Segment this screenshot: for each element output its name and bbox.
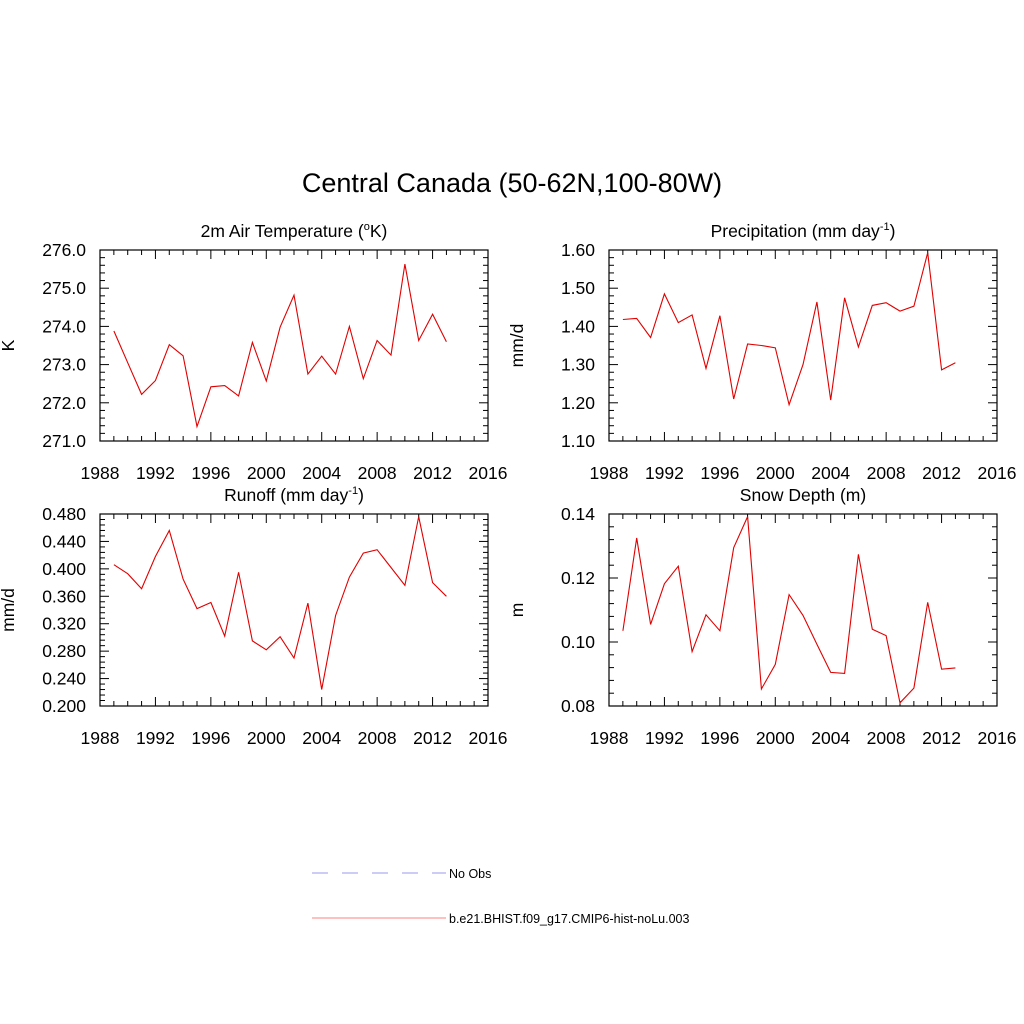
panel-title-end: ) [358, 485, 364, 505]
panel-title-main: Snow Depth (m) [740, 485, 866, 505]
y-tick-label: 0.280 [42, 641, 86, 661]
legend: No Obs b.e21.BHIST.f09_g17.CMIP6-hist-noL… [312, 867, 689, 926]
y-tick-label: 275.0 [42, 278, 86, 298]
x-tick-label: 1988 [590, 728, 629, 748]
y-tick-label: 1.20 [561, 393, 595, 413]
x-tick-label: 2008 [867, 463, 906, 483]
plot-frame [608, 513, 998, 707]
panel-title-main: Precipitation (mm day [711, 221, 880, 241]
panel-title: 2m Air Temperature (oK) [201, 221, 388, 241]
x-tick-label: 2004 [811, 463, 850, 483]
series-line [113, 516, 447, 690]
y-tick-label: 274.0 [42, 316, 86, 336]
figure-title: Central Canada (50-62N,100-80W) [301, 168, 723, 198]
panel-title-end: ) [890, 221, 896, 241]
panel-title-superscript: -1 [880, 221, 890, 233]
series-line [622, 252, 956, 407]
y-tick-label: 276.0 [42, 240, 86, 260]
y-tick-label: 272.0 [42, 393, 86, 413]
x-tick-label: 2000 [247, 728, 286, 748]
x-tick-label: 1996 [700, 728, 739, 748]
y-tick-label: 0.360 [42, 586, 86, 606]
x-tick-label: 1996 [700, 463, 739, 483]
x-tick-label: 1992 [136, 728, 175, 748]
x-tick-label: 2012 [922, 728, 961, 748]
panel-title: Runoff (mm day-1) [224, 485, 364, 505]
y-axis-label: K [0, 339, 18, 351]
y-tick-label: 0.10 [561, 632, 595, 652]
x-tick-label: 2016 [978, 463, 1017, 483]
panel-title-main: Runoff (mm day [224, 485, 348, 505]
y-tick-label: 1.30 [561, 355, 595, 375]
legend-label: b.e21.BHIST.f09_g17.CMIP6-hist-noLu.003 [449, 912, 689, 926]
x-tick-label: 2012 [922, 463, 961, 483]
x-tick-label: 2000 [247, 463, 286, 483]
panel-title-superscript: -1 [348, 485, 358, 497]
panel-4: Snow Depth (m) m 1988 1992 1996 2000 2004 2008 2… [507, 485, 1016, 748]
x-tick-label: 1992 [645, 728, 684, 748]
legend-label: No Obs [449, 867, 491, 881]
y-tick-label: 1.10 [561, 431, 595, 451]
x-tick-label: 1988 [81, 728, 120, 748]
y-tick-label: 1.50 [561, 278, 595, 298]
x-tick-label: 2012 [413, 463, 452, 483]
y-axis-label: mm/d [507, 324, 527, 368]
y-tick-label: 0.240 [42, 669, 86, 689]
panel-2: Precipitation (mm day-1) mm/d 1988 1992 1996… [507, 221, 1016, 483]
y-tick-label: 273.0 [42, 355, 86, 375]
panel-1: 2m Air Temperature (oK) K 1988 1992 1996 2000… [0, 221, 507, 483]
y-tick-label: 0.14 [561, 504, 595, 524]
y-tick-label: 1.60 [561, 240, 595, 260]
y-tick-label: 0.08 [561, 696, 595, 716]
x-tick-label: 1988 [590, 463, 629, 483]
x-tick-label: 2000 [756, 728, 795, 748]
y-tick-label: 1.40 [561, 316, 595, 336]
y-tick-label: 0.400 [42, 559, 86, 579]
x-tick-label: 2016 [469, 728, 508, 748]
y-tick-label: 271.0 [42, 431, 86, 451]
panel-3: Runoff (mm day-1) mm/d 1988 1992 1996 2000 200… [0, 485, 507, 748]
x-tick-label: 2016 [469, 463, 508, 483]
panel-title: Snow Depth (m) [740, 485, 866, 505]
x-tick-label: 2004 [302, 463, 341, 483]
panel-title-superscript: o [364, 221, 370, 233]
x-tick-label: 2008 [867, 728, 906, 748]
x-tick-label: 2004 [302, 728, 341, 748]
plot-frame [99, 513, 489, 707]
x-tick-label: 1988 [81, 463, 120, 483]
x-tick-label: 2000 [756, 463, 795, 483]
panel-title-end: K) [370, 221, 388, 241]
plot-frame [99, 249, 489, 442]
x-tick-label: 2004 [811, 728, 850, 748]
y-tick-label: 0.12 [561, 568, 595, 588]
y-axis-label: m [507, 603, 527, 618]
x-tick-label: 1992 [645, 463, 684, 483]
y-tick-label: 0.440 [42, 531, 86, 551]
panel-title-main: 2m Air Temperature ( [201, 221, 364, 241]
x-tick-label: 1996 [191, 463, 230, 483]
series-line [622, 516, 956, 704]
y-axis-label: mm/d [0, 588, 18, 632]
y-tick-label: 0.320 [42, 614, 86, 634]
x-tick-label: 2016 [978, 728, 1017, 748]
x-tick-label: 2008 [358, 463, 397, 483]
x-tick-label: 1992 [136, 463, 175, 483]
series-line [113, 264, 447, 429]
x-tick-label: 2008 [358, 728, 397, 748]
panel-title: Precipitation (mm day-1) [711, 221, 896, 241]
x-tick-label: 1996 [191, 728, 230, 748]
y-tick-label: 0.480 [42, 504, 86, 524]
x-tick-label: 2012 [413, 728, 452, 748]
y-tick-label: 0.200 [42, 696, 86, 716]
